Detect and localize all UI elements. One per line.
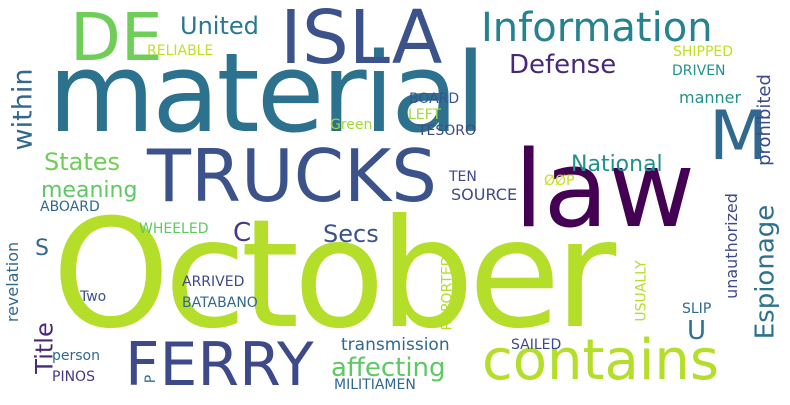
word-manner: manner [679,88,742,107]
word-board: BOARD [409,91,460,107]
word-two: Two [80,289,107,305]
word-usually: USUALLY [633,260,650,322]
word-pinos: PINOS [52,369,95,385]
word-p: P [143,374,160,384]
word-left: LEFT [408,107,442,123]
word-transmission: transmission [341,335,450,355]
word-ferry: FERRY [125,330,314,400]
word-person: person [52,348,100,364]
word-m: M [709,97,768,176]
word-secs: Secs [323,220,379,248]
word-aboard: ABOARD [40,199,100,215]
word-ten: TEN [449,169,477,185]
word-tesoro: TESORO [418,123,477,139]
word-information: Information [481,5,713,51]
word-wheeled: WHEELED [139,221,209,237]
word-revelation: revelation [3,241,23,323]
word-trucks: TRUCKS [147,134,437,218]
word-arrived: ARRIVED [182,274,245,290]
word-affecting: affecting [331,353,446,383]
word-slip: SLIP [682,301,712,317]
word-meaning: meaning [41,178,138,203]
word-oop: ØØP [544,173,575,189]
word-s: S [35,236,49,261]
word-green: Green [330,117,373,133]
word-material: material [48,29,486,157]
word-c: C [233,218,252,248]
word-espionage: Espionage [750,204,781,340]
word-united: United [180,12,259,40]
word-militiamen: MILITIAMEN [334,377,416,393]
word-shipped: SHIPPED [673,44,734,60]
word-national: National [571,152,663,177]
word-batabano: BATABANO [182,295,258,311]
word-de: DE [70,0,163,76]
word-driven: DRIVEN [672,63,726,79]
word-law: law [514,128,696,251]
word-within: within [7,68,39,151]
word-prohibited: prohibited [753,74,775,166]
word-reliable: RELIABLE [147,43,214,59]
word-unauthorized: unauthorized [721,193,741,299]
word-u: U [687,316,707,346]
word-reported: REPORTED [439,255,456,331]
word-contains: contains [482,328,720,393]
word-states: States [44,148,121,176]
word-isla: ISLA [280,0,443,81]
word-sailed: SAILED [511,337,562,353]
word-defense: Defense [509,50,617,80]
word-source: SOURCE [451,185,518,204]
word-october: October [52,188,616,362]
